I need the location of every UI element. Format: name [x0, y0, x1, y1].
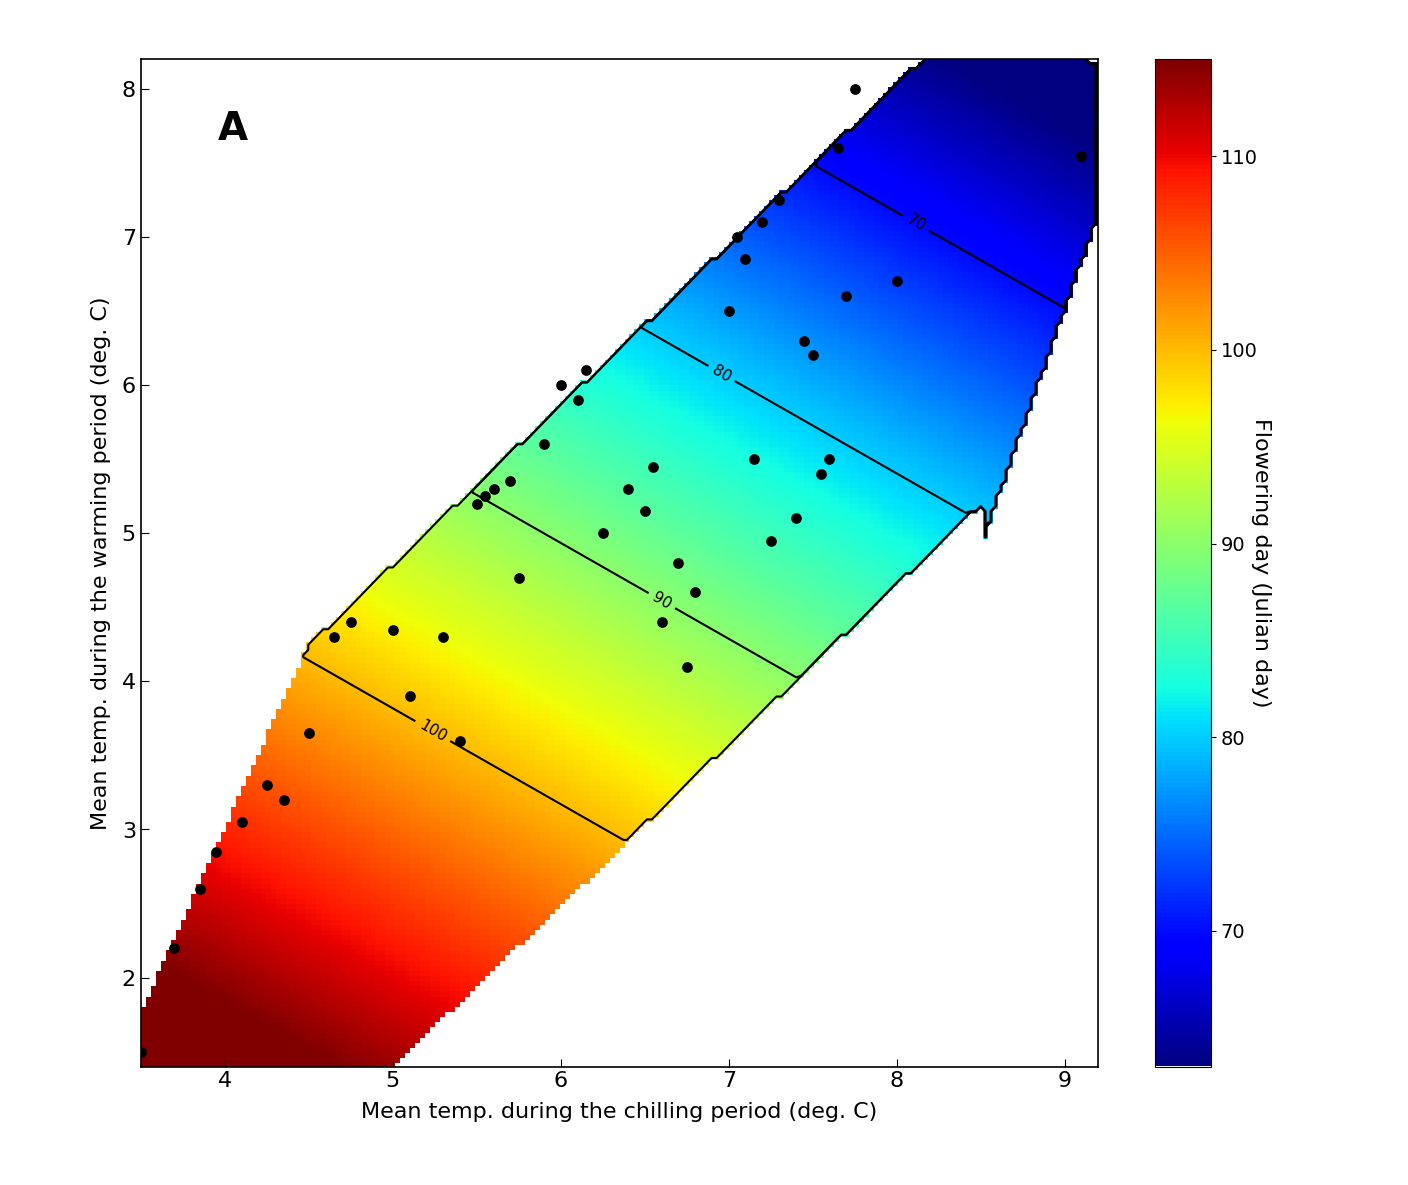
Point: [322, 628, 345, 647]
Point: [474, 487, 497, 506]
Point: [163, 939, 186, 957]
Point: [339, 613, 362, 632]
Point: [466, 494, 489, 513]
Point: [432, 628, 455, 647]
Point: [130, 1043, 152, 1062]
Point: [382, 620, 404, 639]
Point: [734, 250, 756, 269]
Point: [801, 346, 824, 365]
Point: [727, 228, 749, 246]
Point: [843, 79, 866, 98]
Point: [231, 813, 253, 832]
Point: [398, 686, 421, 705]
Point: [642, 457, 665, 476]
Point: [826, 139, 849, 158]
Point: [532, 435, 555, 454]
Point: [507, 569, 529, 588]
Point: [449, 731, 472, 750]
Y-axis label: Flowering day (Julian day): Flowering day (Julian day): [1252, 418, 1271, 707]
Point: [886, 271, 908, 290]
Text: 70: 70: [904, 212, 928, 235]
Point: [835, 287, 857, 306]
Text: 80: 80: [710, 363, 734, 385]
Point: [650, 613, 673, 632]
Point: [676, 656, 698, 675]
Point: [810, 465, 832, 483]
Point: [566, 390, 589, 409]
Text: 90: 90: [649, 589, 674, 611]
Point: [818, 449, 841, 468]
Point: [684, 583, 707, 602]
Point: [634, 501, 656, 520]
Text: A: A: [217, 110, 248, 148]
Point: [767, 191, 790, 210]
Point: [498, 472, 521, 491]
Point: [297, 724, 320, 743]
Y-axis label: Mean temp. during the warming period (deg. C): Mean temp. during the warming period (de…: [90, 296, 111, 830]
Point: [483, 479, 505, 498]
Point: [272, 790, 294, 809]
Point: [574, 360, 597, 379]
Point: [591, 524, 614, 543]
Point: [742, 449, 765, 468]
Point: [718, 301, 741, 320]
Point: [784, 510, 807, 529]
Point: [667, 553, 690, 572]
Point: [759, 531, 781, 550]
Point: [255, 775, 277, 794]
Point: [793, 331, 815, 351]
Point: [206, 843, 228, 861]
Text: 100: 100: [417, 717, 449, 745]
X-axis label: Mean temp. during the chilling period (deg. C): Mean temp. during the chilling period (d…: [362, 1102, 877, 1122]
Point: [617, 479, 639, 498]
Point: [549, 376, 572, 395]
Point: [1070, 146, 1093, 165]
Point: [189, 879, 211, 898]
Point: [750, 212, 773, 231]
